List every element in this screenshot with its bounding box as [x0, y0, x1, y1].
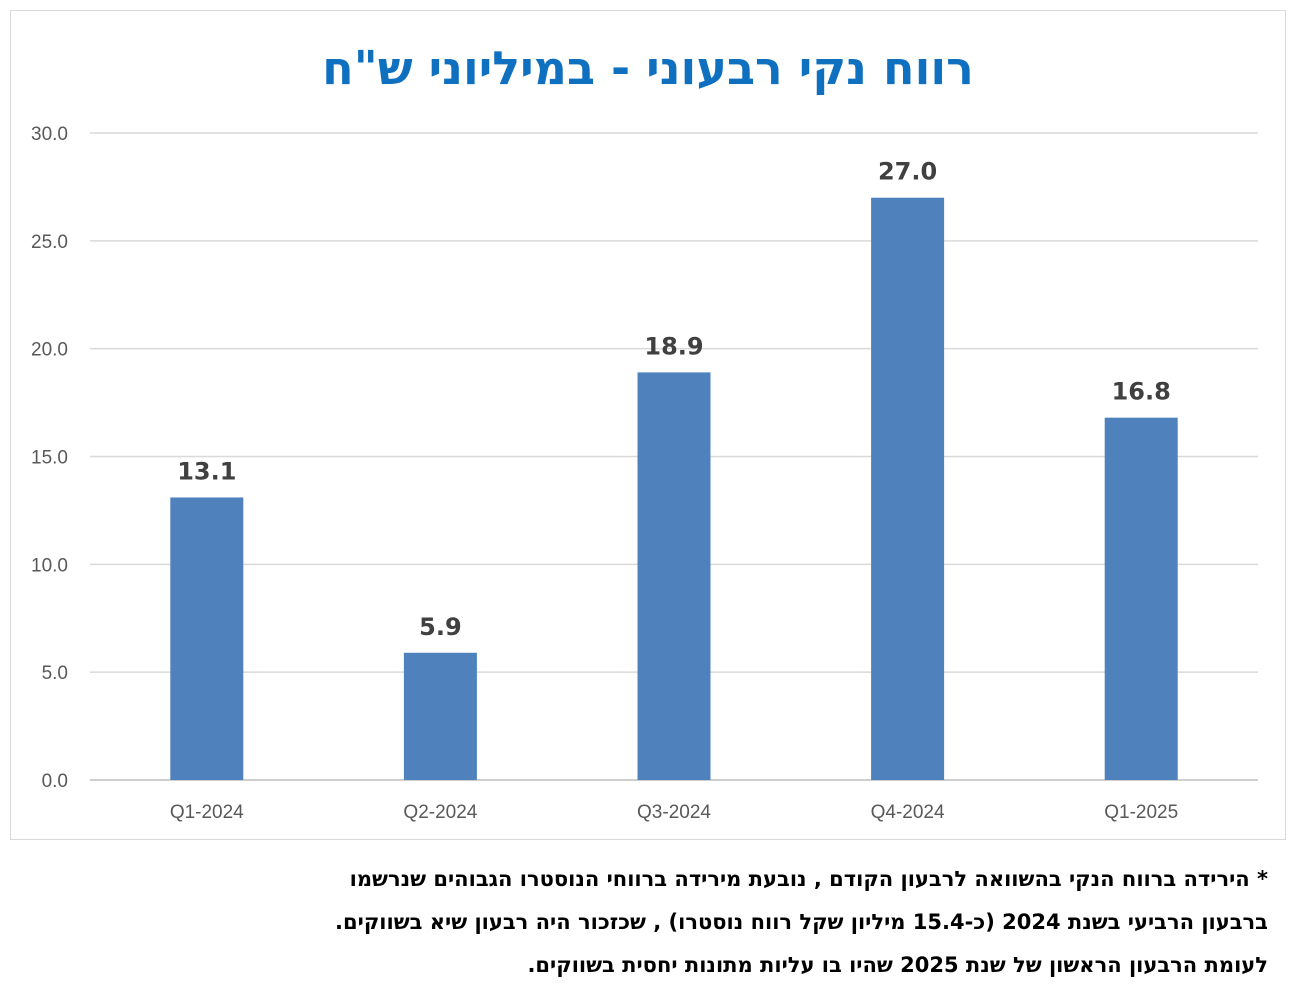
x-axis-ticks: Q1-2024 Q2-2024 Q3-2024 Q4-2024 Q1-2025: [170, 802, 1178, 823]
bar: [170, 497, 244, 780]
chart-title: רווח נקי רבעוני - במיליוני ש"ח: [322, 41, 974, 95]
x-tick-label: Q2-2024: [403, 802, 477, 823]
bar-chart: 0.0 5.0 10.0 15.0 20.0 25.0 30.0 13.1 5.9 18.9 27…: [31, 124, 1258, 823]
bar: [403, 652, 477, 780]
bar: [637, 372, 711, 780]
y-tick-label: 0.0: [42, 771, 68, 792]
y-tick-label: 30.0: [31, 124, 68, 145]
bar: [871, 197, 945, 780]
x-tick-label: Q4-2024: [871, 802, 945, 823]
bar: [1104, 417, 1178, 780]
x-tick-label: Q3-2024: [637, 802, 711, 823]
y-axis-ticks: 0.0 5.0 10.0 15.0 20.0 25.0 30.0: [31, 124, 68, 792]
data-label: 27.0: [878, 158, 937, 186]
x-tick-label: Q1-2025: [1104, 802, 1178, 823]
data-label: 18.9: [644, 332, 703, 360]
footnote-line-1: * הירידה ברווח הנקי בהשוואה לרבעון הקודם…: [349, 867, 1268, 891]
x-tick-label: Q1-2024: [170, 802, 244, 823]
y-tick-label: 10.0: [31, 555, 68, 576]
y-tick-label: 25.0: [31, 232, 68, 253]
y-tick-label: 5.0: [42, 663, 68, 684]
footnote: * הירידה ברווח הנקי בהשוואה לרבעון הקודם…: [28, 858, 1268, 987]
y-tick-label: 20.0: [31, 340, 68, 361]
data-label: 5.9: [419, 613, 462, 641]
footnote-line-3: לעומת הרבעון הראשון של שנת 2025 שהיו בו …: [527, 953, 1268, 977]
data-label: 16.8: [1112, 378, 1171, 406]
y-tick-label: 15.0: [31, 448, 68, 469]
footnote-line-2: ברבעון הרביעי בשנת 2024 (כ-15.4 מיליון ש…: [335, 910, 1268, 934]
bars: [170, 197, 1178, 780]
data-label: 13.1: [177, 457, 236, 485]
data-labels: 13.1 5.9 18.9 27.0 16.8: [177, 158, 1171, 641]
